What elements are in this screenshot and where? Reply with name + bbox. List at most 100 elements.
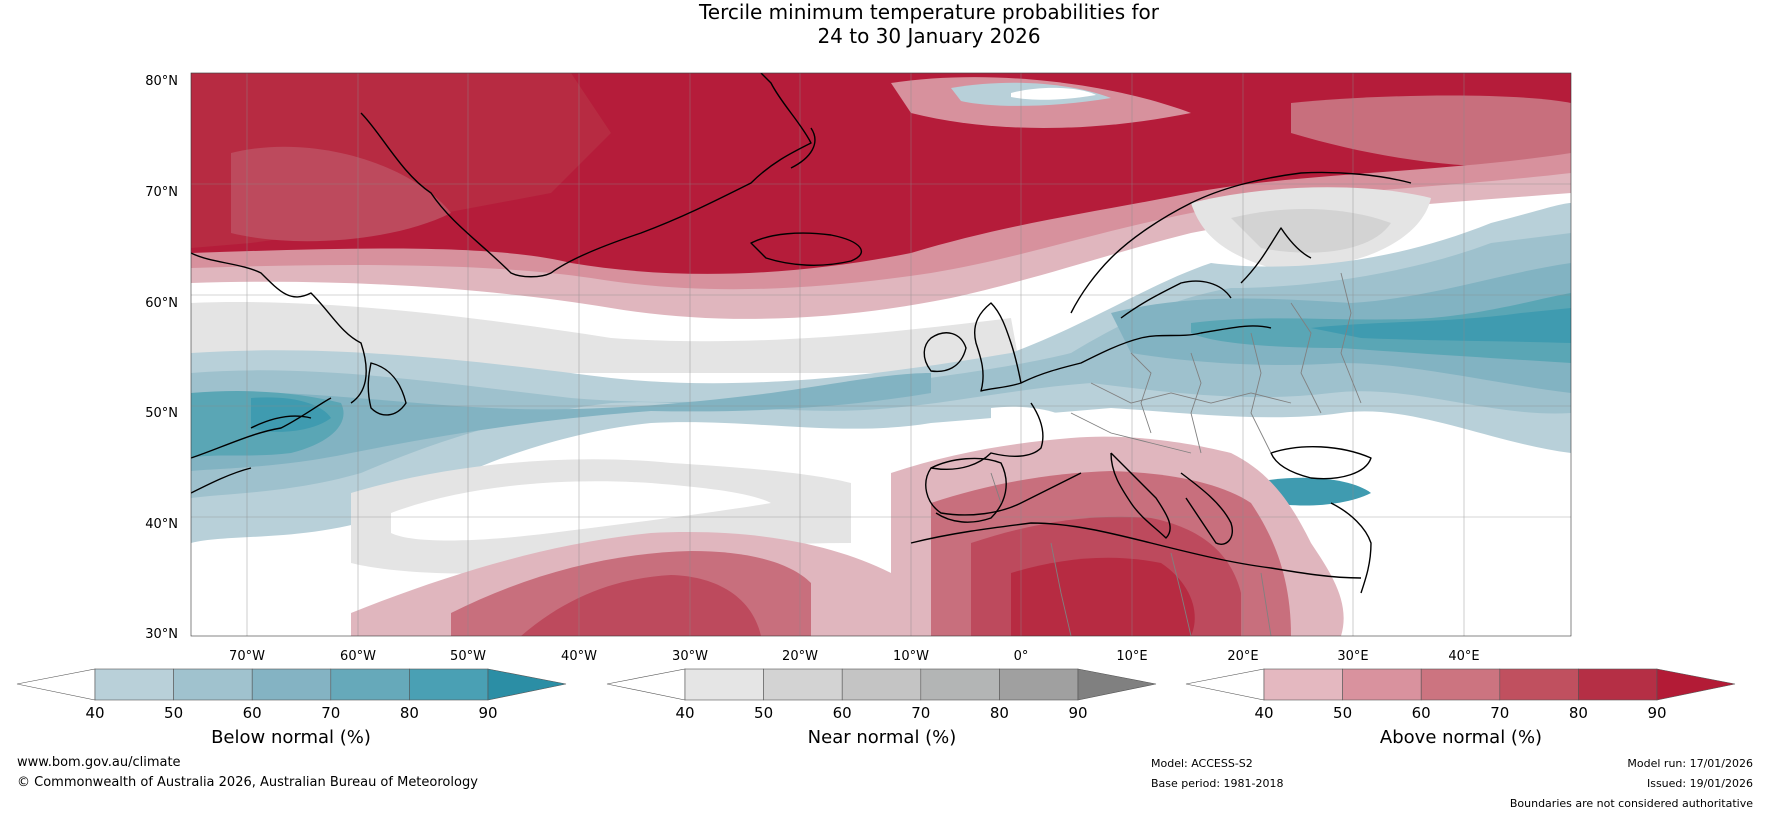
britain-coast [974,302,1022,392]
colorbar-segment [1420,668,1501,701]
footer-copyright: © Commonwealth of Australia 2026, Austra… [17,775,478,790]
lon-label-30e: 30°E [1337,649,1369,664]
labrador-coast [191,252,367,404]
colorbar-segment [409,668,489,701]
colorbar-tick: 60 [1411,704,1431,722]
colorbar-tick: 60 [832,704,852,722]
region-below-light [191,203,1571,543]
colorbar-extension-low [1185,668,1265,701]
colorbar-tick: 40 [1254,704,1274,722]
lat-label-80n: 80°N [145,74,178,89]
colorbar-segment [1263,668,1343,701]
colorbar-near-normal [606,668,1157,701]
lat-label-60n: 60°N [145,296,178,311]
colorbar-label-above: Above normal (%) [1379,727,1543,748]
colorbar-tick: 50 [164,704,184,722]
colorbar-segment [841,668,922,701]
colorbar-tick: 40 [85,704,105,722]
colorbar-segment [173,668,253,701]
levant-coast [1330,502,1372,594]
region-above-med-4 [1011,557,1195,636]
colorbar-extension-low [606,668,686,701]
colorbar-tick: 50 [754,704,774,722]
region-white-balkans [1241,421,1331,454]
lon-label-20w: 20°W [782,649,818,664]
region-white-subtropics [391,481,771,541]
iceland-coast [750,232,863,266]
colorbar-segment [763,668,843,701]
region-above-mid-west [231,146,451,242]
probability-map [190,72,1572,637]
italy-coast [1110,452,1171,539]
colorbar-segment [94,668,174,701]
colorbar-tick: 80 [989,704,1009,722]
colorbar-segment [1578,668,1658,701]
lat-label-30n: 30°N [145,627,178,642]
coastlines [191,73,1412,594]
colorbar-extension-high [487,668,567,701]
footer-website[interactable]: www.bom.gov.au/climate [17,755,181,770]
colorbar-extension-low [16,668,96,701]
colorbar-segment [920,668,1000,701]
graticule [191,73,1571,636]
footer-model: Model: ACCESS-S2 [1151,757,1253,770]
lon-label-20e: 20°E [1227,649,1259,664]
colorbar-tick: 80 [399,704,419,722]
colorbar-label-near: Near normal (%) [807,727,957,748]
colorbar-above-normal [1185,668,1736,701]
us-east-coast [191,467,252,494]
footer-disclaimer: Boundaries are not considered authoritat… [1509,797,1753,810]
lon-label-10e: 10°E [1116,649,1148,664]
iberia-coast [930,457,1007,523]
lat-label-50n: 50°N [145,406,178,421]
region-white-france [991,406,1081,439]
lon-label-50w: 50°W [450,649,486,664]
colorbar-segment [684,668,764,701]
region-above-east-arctic [1291,95,1571,167]
colorbar-label-below: Below normal (%) [211,727,371,748]
region-near-scandinavia-2 [1231,208,1391,253]
lon-label-40e: 40°E [1448,649,1480,664]
map-frame [190,72,1572,637]
maritimes-coast [191,397,332,459]
lon-label-70w: 70°W [229,649,265,664]
lon-label-60w: 60°W [340,649,376,664]
lat-label-40n: 40°N [145,517,178,532]
ireland-coast [923,332,967,373]
title-line-2: 24 to 30 January 2026 [817,24,1041,48]
colorbar-segment [251,668,332,701]
colorbar-tick: 60 [242,704,262,722]
region-below-5-europe [1311,308,1571,343]
chart-title: Tercile minimum temperature probabilitie… [0,0,1770,48]
footer-issued: Issued: 19/01/2026 [1646,777,1753,790]
lat-label-70n: 70°N [145,185,178,200]
colorbar-tick: 70 [321,704,341,722]
colorbar-tick: 90 [1068,704,1088,722]
colorbar-segment [1342,668,1422,701]
footer-model-run: Model run: 17/01/2026 [1627,757,1753,770]
colorbar-tick: 80 [1568,704,1588,722]
newfoundland-coast [367,362,407,416]
colorbar-extension-high [1077,668,1157,701]
colorbar-segment [1499,668,1579,701]
title-line-1: Tercile minimum temperature probabilitie… [698,0,1160,24]
country-borders [990,272,1362,636]
lon-label-30w: 30°W [672,649,708,664]
footer-base-period: Base period: 1981-2018 [1151,777,1284,790]
greenland-coast [360,73,816,278]
region-above-south-3 [521,575,761,636]
colorbar-tick: 70 [1490,704,1510,722]
europe-coast [925,325,1272,516]
black-sea-coast [1270,446,1372,480]
colorbar-tick: 40 [675,704,695,722]
colorbar-tick: 90 [1647,704,1667,722]
region-below-3-atlantic [191,373,931,471]
lon-label-10w: 10°W [893,649,929,664]
colorbar-extension-high [1656,668,1736,701]
colorbar-tick: 70 [911,704,931,722]
colorbar-segment [330,668,410,701]
north-africa-coast [910,522,1362,579]
scandinavia-coast [1070,171,1412,319]
lon-label-40w: 40°W [561,649,597,664]
colorbar-tick: 90 [478,704,498,722]
